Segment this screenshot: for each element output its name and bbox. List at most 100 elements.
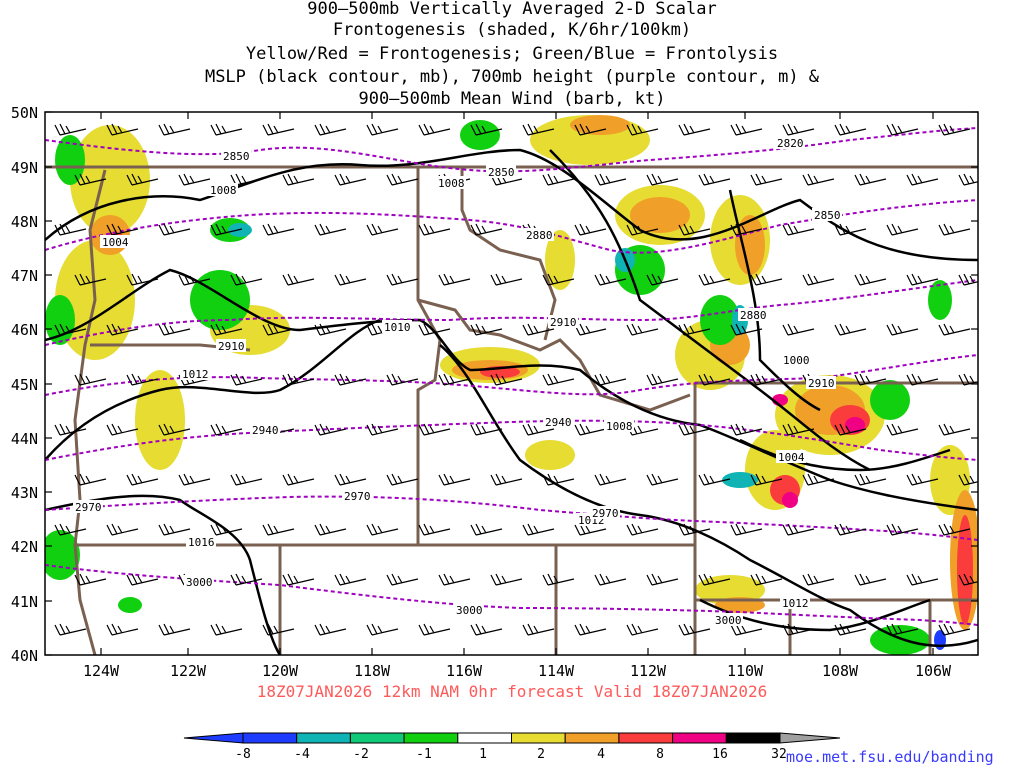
height-label: 2970 <box>75 501 102 514</box>
wind-barb <box>626 523 659 536</box>
colorbar-label: 4 <box>597 747 605 762</box>
wind-barb <box>438 373 471 386</box>
height-label: 2880 <box>526 229 553 242</box>
title-line-5: 900—500mb Mean Wind (barb, kt) <box>358 89 666 109</box>
wind-barb <box>802 273 835 286</box>
wind-barb <box>574 323 607 336</box>
wind-barb <box>938 223 971 236</box>
wind-barb <box>314 423 347 436</box>
wind-barb <box>470 323 503 336</box>
wind-barb <box>54 423 87 436</box>
mslp-label: 1008 <box>606 420 633 433</box>
wind-barb <box>126 173 159 186</box>
lon-labels: 124W 122W 120W 118W 116W 114W 112W 110W … <box>83 662 952 680</box>
wind-barb <box>438 273 471 286</box>
wind-barb <box>386 573 419 586</box>
wind-barb <box>334 273 367 286</box>
mslp-label: 1016 <box>188 536 215 549</box>
wind-barb <box>386 173 419 186</box>
wind-barb <box>366 423 399 436</box>
wind-barb <box>210 623 243 636</box>
wind-barb <box>314 123 347 136</box>
wind-barb <box>542 173 575 186</box>
lon-label: 124W <box>83 662 120 680</box>
wind-barb <box>230 273 263 286</box>
wind-barb <box>470 523 503 536</box>
wind-barb <box>386 273 419 286</box>
wind-barb <box>594 473 627 486</box>
wind-barb <box>490 173 523 186</box>
wind-barb <box>938 423 971 436</box>
source-url-link[interactable]: moe.met.fsu.edu/banding <box>786 748 994 766</box>
wind-barb <box>678 123 711 136</box>
lat-label: 47N <box>11 267 38 285</box>
wind-barb <box>834 623 867 636</box>
wind-barb <box>158 123 191 136</box>
wind-barb <box>230 173 263 186</box>
lat-label: 45N <box>11 376 38 394</box>
wind-barb <box>314 323 347 336</box>
wind-barb <box>158 523 191 536</box>
wind-barb <box>522 323 555 336</box>
wind-barb <box>282 573 315 586</box>
wind-barb <box>854 373 887 386</box>
wind-barb <box>418 223 451 236</box>
wind-barb <box>522 123 555 136</box>
wind-barb <box>490 573 523 586</box>
wind-barb <box>594 273 627 286</box>
wind-barb <box>574 623 607 636</box>
lon-label: 108W <box>822 662 859 680</box>
wind-barb <box>126 373 159 386</box>
wind-barb <box>158 623 191 636</box>
height-label: 2940 <box>545 416 572 429</box>
colorbar-segment <box>296 732 351 744</box>
wind-barb <box>74 273 107 286</box>
wind-barb <box>906 273 939 286</box>
wind-barb <box>750 173 783 186</box>
wind-barb <box>126 573 159 586</box>
wind-barb <box>54 523 87 536</box>
wind-barb <box>158 223 191 236</box>
wind-barb <box>906 473 939 486</box>
colorbar-label: 16 <box>712 747 728 762</box>
wind-barb <box>646 173 679 186</box>
lat-label: 49N <box>11 159 38 177</box>
wind-barb <box>698 273 731 286</box>
wind-barb <box>106 623 139 636</box>
wind-barb <box>366 223 399 236</box>
wind-barb <box>626 223 659 236</box>
wind-barb <box>886 223 919 236</box>
colorbar-segment <box>457 732 512 744</box>
title-line-1: 900—500mb Vertically Averaged 2-D Scalar <box>307 0 717 19</box>
wind-barb <box>574 523 607 536</box>
wind-barb <box>886 123 919 136</box>
wind-barb <box>490 273 523 286</box>
wind-barb <box>958 273 978 286</box>
wind-barb <box>210 123 243 136</box>
wind-barb <box>54 223 87 236</box>
wind-barb <box>938 323 971 336</box>
colorbar <box>183 732 841 744</box>
wind-barb <box>262 523 295 536</box>
wind-barb <box>730 323 763 336</box>
mslp-label: 1012 <box>182 368 209 381</box>
wind-barb <box>854 473 887 486</box>
wind-barb <box>314 223 347 236</box>
wind-barb <box>334 373 367 386</box>
colorbar-right-arrow <box>779 732 841 744</box>
wind-barb <box>522 523 555 536</box>
wind-barb <box>54 623 87 636</box>
height-label: 2850 <box>814 209 841 222</box>
wind-barb <box>542 373 575 386</box>
wind-barb <box>314 523 347 536</box>
wind-barb <box>158 323 191 336</box>
wind-barb <box>366 623 399 636</box>
lon-label: 106W <box>915 662 952 680</box>
colorbar-label: 2 <box>537 747 545 762</box>
mslp-label: 1010 <box>384 321 411 334</box>
wind-barb <box>126 273 159 286</box>
wind-barb <box>938 123 971 136</box>
wind-barb <box>178 173 211 186</box>
wind-barb <box>418 123 451 136</box>
height-label: 2850 <box>488 166 515 179</box>
